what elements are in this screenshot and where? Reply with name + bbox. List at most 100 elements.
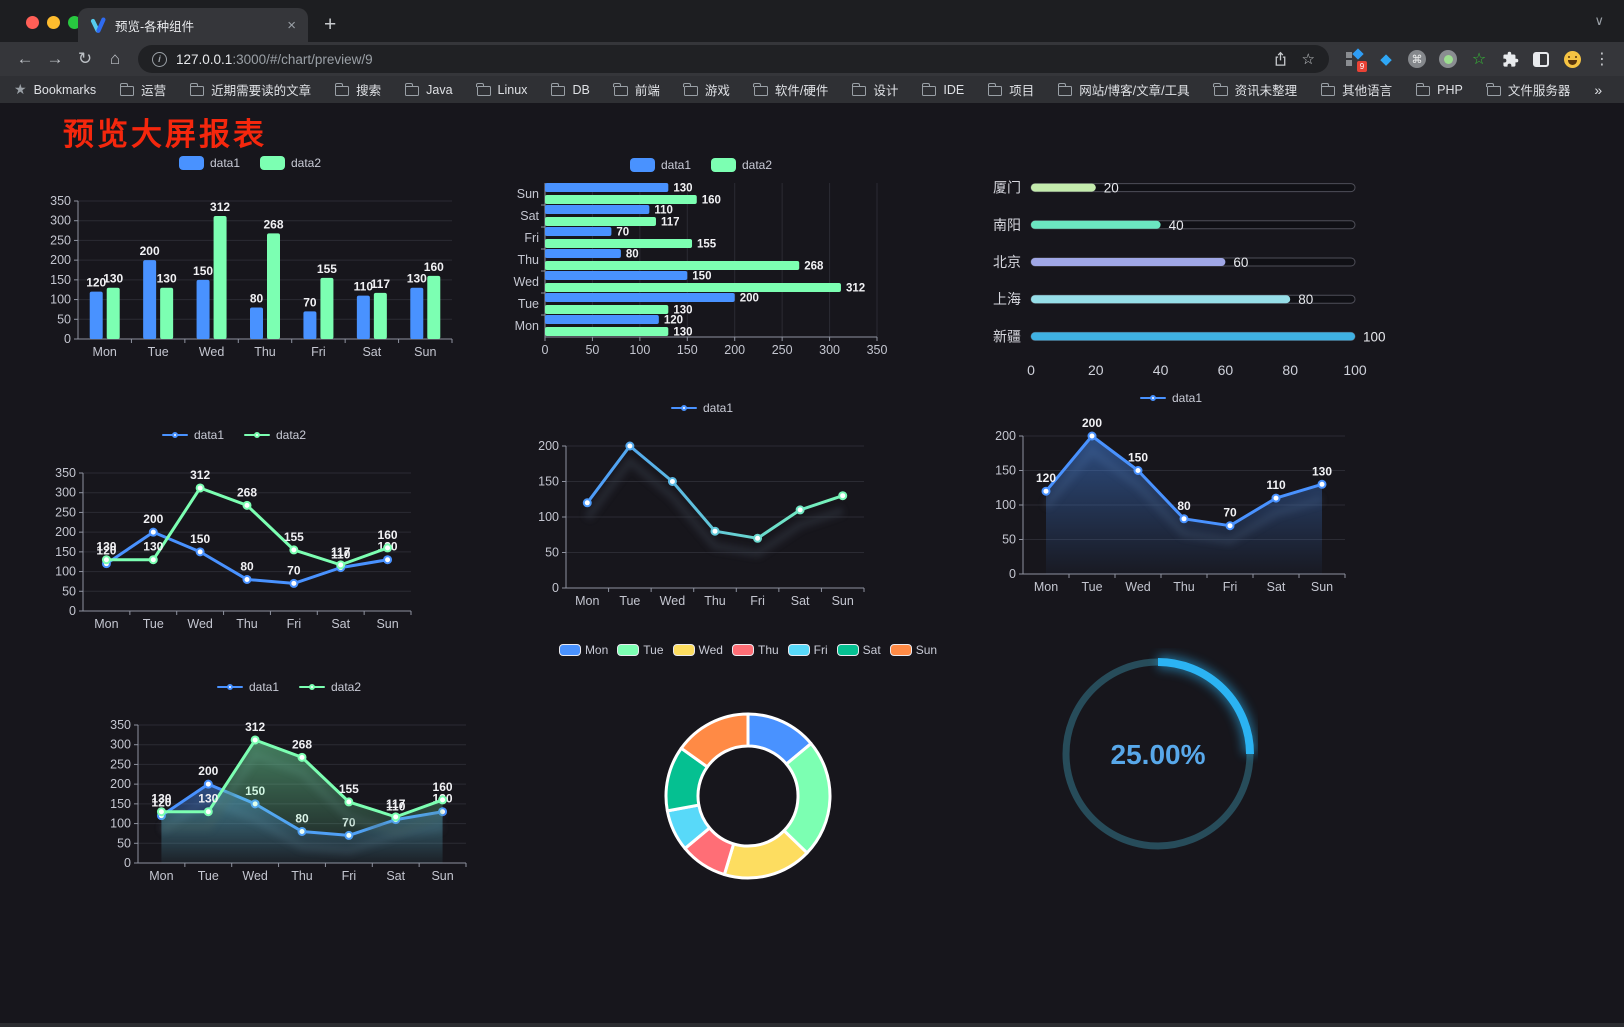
bookmark-folder[interactable]: 搜索 (334, 80, 381, 99)
legend-item[interactable]: Tue (617, 643, 664, 657)
home-button[interactable]: ⌂ (109, 49, 121, 68)
bookmark-folder[interactable]: 运营 (119, 80, 166, 99)
forward-button[interactable]: → (46, 49, 64, 68)
share-icon[interactable] (1273, 51, 1288, 67)
legend-label: data1 (193, 428, 224, 442)
bookmark-folder[interactable]: 游戏 (683, 80, 730, 99)
svg-text:Mon: Mon (94, 617, 118, 631)
bookmark-folder[interactable]: 设计 (851, 80, 898, 99)
svg-text:250: 250 (55, 505, 76, 519)
legend-item[interactable]: data2 (711, 158, 772, 172)
folder-icon (476, 82, 491, 96)
gem-extension-icon[interactable]: ◆ (1380, 51, 1392, 68)
legend-item[interactable]: Sat (836, 643, 881, 657)
bookmark-folder[interactable]: 资讯未整理 (1213, 80, 1297, 99)
dual-area-line-chart[interactable]: data1 data2 0 50 100 150 200 250 300 350 Mon Tue Wed… (100, 675, 478, 887)
address-bar[interactable]: i 127.0.0.1 :3000/#/chart/preview/9 ☆ (138, 45, 1329, 73)
svg-text:268: 268 (237, 485, 257, 499)
legend-item[interactable]: data1 (216, 680, 279, 694)
svg-text:300: 300 (110, 738, 131, 752)
site-info-icon[interactable]: i (152, 51, 167, 67)
record-extension-icon[interactable] (1438, 49, 1458, 69)
side-panel-extension-icon[interactable] (1531, 49, 1551, 69)
svg-text:40: 40 (1169, 218, 1184, 233)
browser-tab[interactable]: 预览-各种组件 × (78, 8, 308, 42)
svg-text:70: 70 (616, 227, 629, 239)
bookmark-folder[interactable]: 软件/硬件 (753, 80, 828, 99)
legend-item[interactable]: data1 (670, 401, 733, 415)
tab-close-icon[interactable]: × (287, 16, 296, 34)
bookmarks-overflow-chevron[interactable]: » (1594, 81, 1603, 98)
svg-text:50: 50 (62, 584, 76, 598)
legend-item[interactable]: data1 (161, 428, 224, 442)
bookmark-folder[interactable]: 网站/博客/文章/工具 (1057, 80, 1190, 99)
dual-line-chart[interactable]: data1 data2 0 50 100 150 200 250 300 350 Mon Tue Wed… (45, 423, 423, 635)
command-extension-icon[interactable]: ⌘ (1407, 49, 1427, 69)
svg-text:Fri: Fri (287, 617, 302, 631)
window-bottom-edge (0, 1023, 1624, 1027)
new-tab-button[interactable]: + (324, 13, 337, 36)
minimize-window-button[interactable] (47, 16, 60, 29)
horizontal-bar-chart[interactable]: data1 data2 0 50 100 150 200 250 300 350 Sun 130 160… (505, 153, 897, 363)
area-line-chart[interactable]: data1 0 50 100 150 200 Mon Tue Wed Thu Fri Sat Sun 12… (985, 386, 1357, 598)
svg-text:150: 150 (538, 475, 559, 489)
maximize-window-button[interactable] (68, 16, 81, 29)
legend-swatch-icon (836, 644, 859, 656)
grid-badge-extension-icon[interactable]: 9 (1345, 48, 1367, 72)
svg-text:70: 70 (303, 295, 317, 309)
legend-item[interactable]: data2 (299, 680, 361, 694)
star-icon: ★ (14, 81, 27, 97)
svg-text:Wed: Wed (1125, 580, 1151, 594)
puzzle-extension-icon[interactable] (1500, 49, 1520, 69)
gauge-chart[interactable]: 25.00% (1058, 648, 1258, 860)
grouped-bar-chart[interactable]: data1 data2 0 50 100 150 200 250 300 350 Mon Tue Wed… (40, 151, 460, 363)
bookmark-folder[interactable]: Linux (476, 80, 527, 99)
green-star-extension-icon[interactable]: ☆ (1471, 51, 1487, 68)
svg-text:Mon: Mon (575, 594, 599, 608)
legend-item[interactable]: data2 (260, 156, 321, 170)
smiley-extension-icon[interactable] (1562, 49, 1582, 69)
svg-text:200: 200 (995, 429, 1016, 443)
svg-text:上海: 上海 (993, 291, 1021, 307)
bookmark-folder[interactable]: DB (550, 80, 590, 99)
bookmark-folder[interactable]: 其他语言 (1320, 80, 1392, 99)
browser-menu-icon[interactable]: ⋮ (1594, 51, 1610, 68)
legend-item[interactable]: data1 (629, 158, 691, 172)
bookmark-folder[interactable]: 文件服务器 (1486, 80, 1570, 99)
legend-item[interactable]: Fri (787, 643, 828, 657)
legend-item[interactable]: data1 (1139, 391, 1202, 405)
tab-search-chevron-icon[interactable]: ∨ (1594, 13, 1604, 28)
legend-item[interactable]: Mon (558, 643, 608, 657)
svg-text:Sat: Sat (1267, 580, 1286, 594)
svg-text:350: 350 (55, 466, 76, 480)
svg-text:Thu: Thu (1173, 580, 1195, 594)
svg-text:200: 200 (1082, 416, 1102, 430)
svg-text:300: 300 (50, 214, 71, 228)
city-progress-bars-chart[interactable]: 厦门 20 南阳 40 北京 60 上海 80 新疆 100 0 20 40 60 80 100 (985, 155, 1386, 383)
bookmarks-root[interactable]: ★ Bookmarks (14, 81, 97, 97)
gradient-line-chart[interactable]: data1 0 50 100 150 200 Mon Tue Wed Thu Fri Sat Sun (528, 396, 876, 612)
svg-text:150: 150 (995, 464, 1016, 478)
legend-item[interactable]: data1 (178, 156, 240, 170)
bookmark-folder[interactable]: 近期需要读的文章 (189, 80, 311, 99)
legend-item[interactable]: Wed (672, 643, 723, 657)
legend-item[interactable]: Sun (889, 643, 937, 657)
legend-item[interactable]: data2 (244, 428, 306, 442)
bookmark-folder[interactable]: IDE (921, 80, 964, 99)
close-window-button[interactable] (26, 16, 39, 29)
bookmark-star-icon[interactable]: ☆ (1301, 51, 1315, 68)
reload-button[interactable]: ↻ (77, 49, 93, 68)
back-button[interactable]: ← (16, 49, 34, 68)
donut-chart[interactable]: Mon Tue Wed Thu Fri Sat Sun (550, 638, 946, 894)
svg-text:Tue: Tue (148, 345, 169, 359)
bookmark-folder[interactable]: 前端 (613, 80, 660, 99)
folder-icon (1057, 82, 1073, 96)
svg-text:130: 130 (673, 327, 692, 339)
bookmark-folder[interactable]: Java (404, 80, 453, 99)
svg-text:150: 150 (55, 545, 76, 559)
folder-icon (613, 82, 628, 96)
legend-swatch-icon (889, 644, 912, 656)
legend-item[interactable]: Thu (731, 643, 779, 657)
bookmark-folder[interactable]: PHP (1415, 80, 1463, 99)
bookmark-folder[interactable]: 项目 (987, 80, 1034, 99)
